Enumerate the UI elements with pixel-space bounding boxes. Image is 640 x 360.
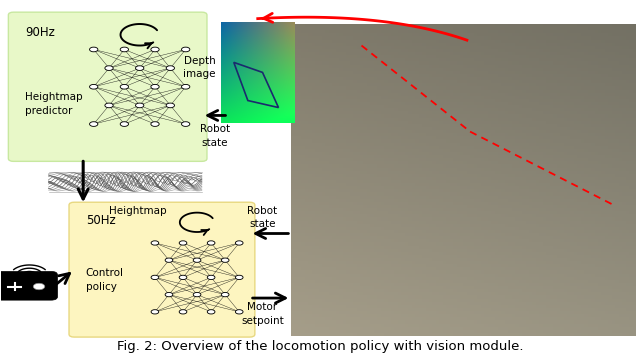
Text: Robot
state: Robot state: [248, 206, 278, 229]
Circle shape: [151, 275, 159, 280]
Circle shape: [182, 47, 190, 52]
Circle shape: [182, 85, 190, 89]
Text: Fig. 2: Overview of the locomotion policy with vision module.: Fig. 2: Overview of the locomotion polic…: [116, 340, 524, 353]
Circle shape: [151, 47, 159, 52]
Circle shape: [207, 310, 215, 314]
Circle shape: [179, 241, 187, 245]
Circle shape: [105, 66, 113, 71]
FancyBboxPatch shape: [8, 12, 207, 161]
Text: 90Hz: 90Hz: [25, 26, 55, 39]
Circle shape: [151, 241, 159, 245]
Circle shape: [105, 103, 113, 108]
FancyBboxPatch shape: [69, 202, 255, 337]
Circle shape: [207, 275, 215, 280]
Circle shape: [193, 292, 201, 297]
Circle shape: [236, 310, 243, 314]
Circle shape: [151, 122, 159, 126]
Text: 50Hz: 50Hz: [86, 214, 115, 227]
Circle shape: [90, 122, 98, 126]
Circle shape: [151, 85, 159, 89]
Circle shape: [221, 258, 229, 262]
Circle shape: [166, 103, 175, 108]
Circle shape: [165, 258, 173, 262]
Text: Heightmap
predictor: Heightmap predictor: [25, 92, 83, 116]
Circle shape: [236, 241, 243, 245]
Text: Depth
image: Depth image: [184, 56, 216, 79]
Circle shape: [120, 47, 129, 52]
FancyBboxPatch shape: [0, 271, 58, 300]
Circle shape: [179, 275, 187, 280]
Text: Motor
setpoint: Motor setpoint: [241, 302, 284, 325]
Circle shape: [120, 122, 129, 126]
Circle shape: [90, 47, 98, 52]
Circle shape: [165, 292, 173, 297]
Text: Robot
state: Robot state: [200, 125, 230, 148]
Circle shape: [166, 66, 175, 71]
Text: Control
policy: Control policy: [86, 268, 124, 292]
Circle shape: [136, 103, 144, 108]
Circle shape: [182, 122, 190, 126]
Circle shape: [136, 66, 144, 71]
Circle shape: [151, 310, 159, 314]
Circle shape: [207, 241, 215, 245]
Circle shape: [179, 310, 187, 314]
Circle shape: [33, 283, 45, 290]
Circle shape: [236, 275, 243, 280]
Text: Heightmap: Heightmap: [109, 206, 167, 216]
Circle shape: [120, 85, 129, 89]
Circle shape: [90, 85, 98, 89]
Circle shape: [221, 292, 229, 297]
Circle shape: [193, 258, 201, 262]
